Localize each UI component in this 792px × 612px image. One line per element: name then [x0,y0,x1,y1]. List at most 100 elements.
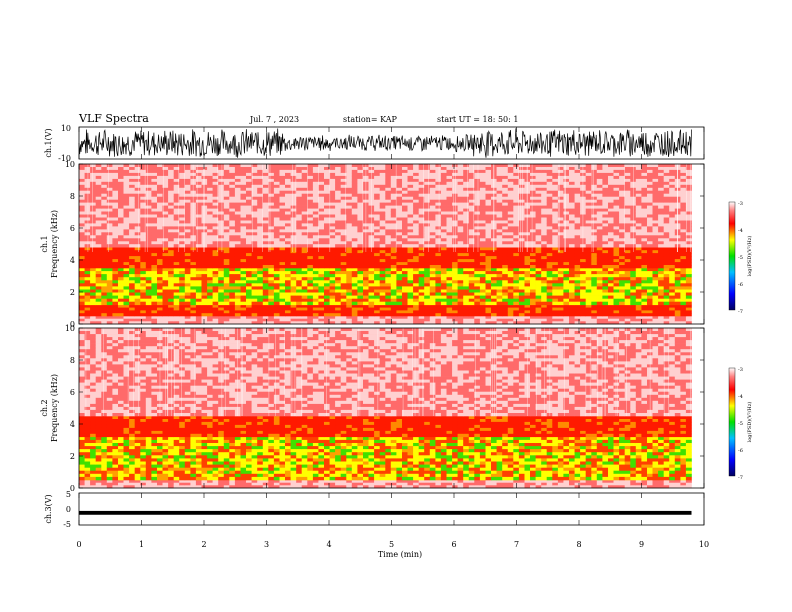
spectrogram-cell [546,316,553,319]
spectrogram-cell [179,169,186,174]
spectrogram-cell [240,223,247,227]
spectrogram-cell [491,256,497,260]
spectrogram-cell [273,262,280,266]
spectrogram-cell [312,193,319,197]
spectrogram-cell [496,181,503,186]
spectrogram-cell [162,202,169,206]
spectrogram-cell [240,184,247,189]
spectrogram-cell [608,271,614,275]
spectrogram-cell [563,262,570,266]
spectrogram-cell [112,164,119,168]
spectrogram-cell [569,265,575,269]
spectrogram-cell [435,241,442,245]
spectrogram-cell [546,268,553,272]
spectrogram-cell [318,265,325,269]
spectrogram-cell [485,223,492,227]
spectrogram-cell [162,280,169,284]
spectrogram-cell [429,205,436,209]
spectrogram-cell [262,304,269,308]
spectrogram-cell [279,223,286,227]
spectrogram-cell [162,265,169,269]
spectrogram-cell [212,235,219,239]
spectrogram-cell [106,167,113,171]
spectrogram-cell [218,307,225,311]
spectrogram-cell [112,286,119,290]
spectrogram-cell [324,175,330,180]
spectrogram-cell [162,304,169,308]
spectrogram-cell [647,304,653,308]
spectrogram-cell [123,304,130,308]
spectrogram-cell [652,247,659,251]
spectrogram-cell [485,235,492,239]
spectrogram-cell [324,181,330,186]
spectrogram-cell [301,211,308,215]
spectrogram-cell [212,217,219,221]
spectrogram-cell [273,193,280,197]
spectrogram-cell [129,250,135,254]
spectrogram-cell [474,184,481,189]
spectrogram-cell [685,280,692,284]
spectrogram-cell [246,316,252,319]
spectrogram-cell [240,289,247,293]
spectrogram-cell [608,262,614,266]
spectrogram-cell [84,283,91,287]
spectrogram-cell [184,268,191,272]
spectrogram-cell [574,313,581,317]
spectrogram-cell [168,259,174,263]
spectrogram-cell [557,253,564,257]
spectrogram-cell [240,292,247,296]
spectrogram-cell [541,283,548,287]
spectrogram-cell [390,298,397,303]
spectrogram-cell [307,178,314,183]
spectrogram-cell [251,250,258,254]
spectrogram-cell [90,202,96,206]
spectrogram-cell [647,277,653,281]
spectrogram-cell [379,184,386,189]
spectrogram-cell [140,178,147,183]
spectrogram-cell [674,256,681,260]
spectrogram-cell [379,178,386,183]
spectrogram-cell [95,271,102,275]
spectrogram-cell [602,307,609,311]
spectrogram-cell [145,313,152,317]
spectrogram-cell [157,301,163,306]
spectrogram-cell [290,229,297,233]
spectrogram-cell [418,241,425,245]
spectrogram-cell [262,310,269,314]
spectrogram-cell [262,172,269,177]
spectrogram-cell [212,280,219,284]
spectrogram-cell [596,268,603,272]
spectrogram-cell [195,316,202,319]
spectrogram-cell [368,304,375,308]
spectrogram-cell [424,321,431,325]
spectrogram-cell [491,283,497,287]
spectrogram-cell [190,259,197,263]
spectrogram-cell [530,277,536,281]
spectrogram-cell [90,321,96,325]
spectrogram-cell [463,268,470,272]
spectrogram-cell [234,321,241,325]
spectrogram-cell [585,301,592,306]
spectrogram-cell [652,307,659,311]
spectrogram-cell [580,295,586,299]
spectrogram-cell [207,229,213,233]
spectrogram-cell [474,214,481,218]
spectrogram-cell [296,172,303,177]
spectrogram-cell [268,304,275,308]
spectrogram-cell [418,313,425,317]
spectrogram-cell [140,235,147,239]
spectrogram-cell [246,172,252,177]
spectrogram-cell [463,187,470,192]
spectrogram-cell [134,307,141,311]
spectrogram-cell [151,184,158,189]
spectrogram-cell [507,313,514,317]
spectrogram-cell [207,196,213,200]
spectrogram-cell [140,277,147,281]
spectrogram-cell [301,310,308,314]
spectrogram-cell [257,178,264,183]
spectrogram-cell [390,280,397,284]
spectrogram-cell [79,301,85,306]
spectrogram-cell [212,199,219,203]
spectrogram-cell [335,164,341,168]
spectrogram-cell [257,187,264,192]
